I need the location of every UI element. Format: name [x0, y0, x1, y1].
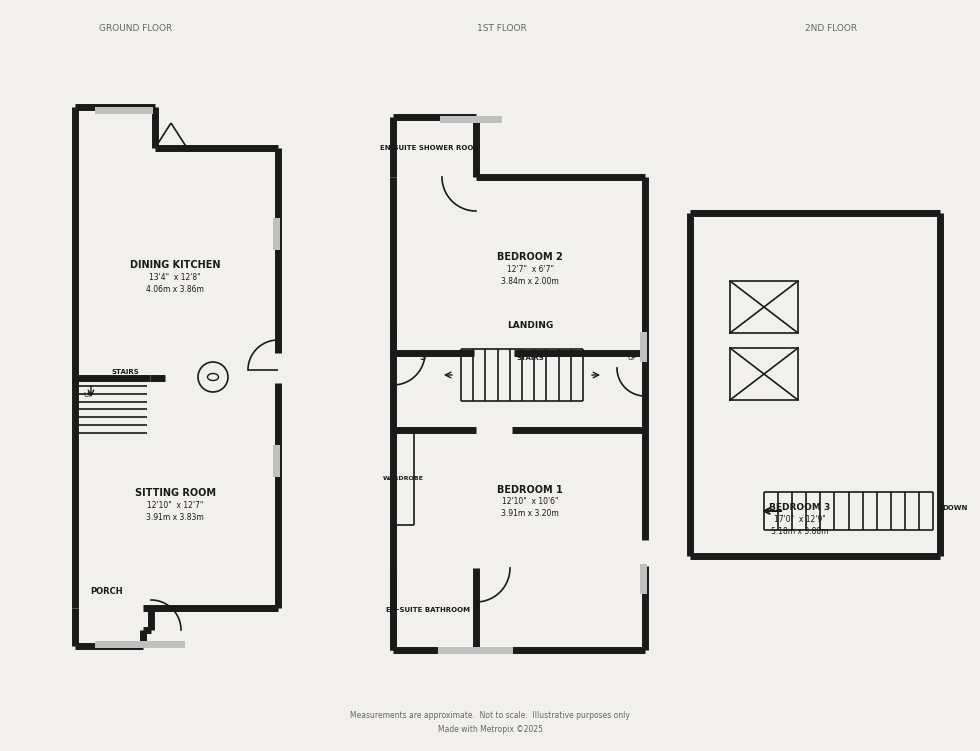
- Bar: [640, 332, 647, 362]
- Bar: [273, 218, 280, 250]
- Text: 3.91m x 3.83m: 3.91m x 3.83m: [146, 512, 204, 521]
- Bar: [440, 116, 502, 123]
- Text: 13'4"  x 12'8": 13'4" x 12'8": [149, 273, 201, 282]
- Text: WARDROBE: WARDROBE: [382, 475, 423, 481]
- Text: EN-SUITE BATHROOM: EN-SUITE BATHROOM: [386, 607, 470, 613]
- Text: BEDROOM 1: BEDROOM 1: [497, 485, 563, 495]
- Text: GROUND FLOOR: GROUND FLOOR: [99, 24, 172, 33]
- Text: 4.06m x 3.86m: 4.06m x 3.86m: [146, 285, 204, 294]
- Text: LANDING: LANDING: [507, 321, 553, 330]
- Bar: [273, 445, 280, 477]
- Text: EN-SUITE SHOWER ROOM: EN-SUITE SHOWER ROOM: [380, 145, 480, 151]
- Text: PORCH: PORCH: [91, 587, 123, 596]
- Text: 12'7"  x 6'7": 12'7" x 6'7": [507, 264, 554, 273]
- Text: STAIRS: STAIRS: [111, 369, 139, 375]
- Bar: [438, 647, 513, 654]
- Bar: [95, 107, 153, 114]
- Text: Measurements are approximate.  Not to scale.  Illustrative purposes only
Made wi: Measurements are approximate. Not to sca…: [350, 710, 630, 734]
- Text: S: S: [419, 354, 425, 363]
- Text: 3.91m x 3.20m: 3.91m x 3.20m: [501, 509, 559, 518]
- Text: DOWN: DOWN: [943, 505, 967, 511]
- Text: SITTING ROOM: SITTING ROOM: [134, 488, 216, 498]
- Text: 3.84m x 2.00m: 3.84m x 2.00m: [501, 276, 559, 285]
- Text: STAIRS: STAIRS: [516, 355, 544, 361]
- Bar: [640, 564, 647, 594]
- Text: DINING KITCHEN: DINING KITCHEN: [129, 260, 220, 270]
- Text: BEDROOM 2: BEDROOM 2: [497, 252, 563, 262]
- Text: BEDROOM 3: BEDROOM 3: [769, 503, 831, 512]
- Text: 17'0"  x 12'9": 17'0" x 12'9": [774, 515, 826, 524]
- Text: 5.18m x 3.88m: 5.18m x 3.88m: [771, 527, 829, 536]
- Text: 1ST FLOOR: 1ST FLOOR: [477, 24, 526, 33]
- Bar: [95, 641, 185, 648]
- Text: 12'10"  x 12'7": 12'10" x 12'7": [147, 500, 203, 509]
- Text: 12'10"  x 10'6": 12'10" x 10'6": [502, 497, 559, 506]
- Text: UP: UP: [83, 392, 93, 398]
- Text: 2ND FLOOR: 2ND FLOOR: [805, 24, 858, 33]
- Text: UP: UP: [627, 355, 637, 361]
